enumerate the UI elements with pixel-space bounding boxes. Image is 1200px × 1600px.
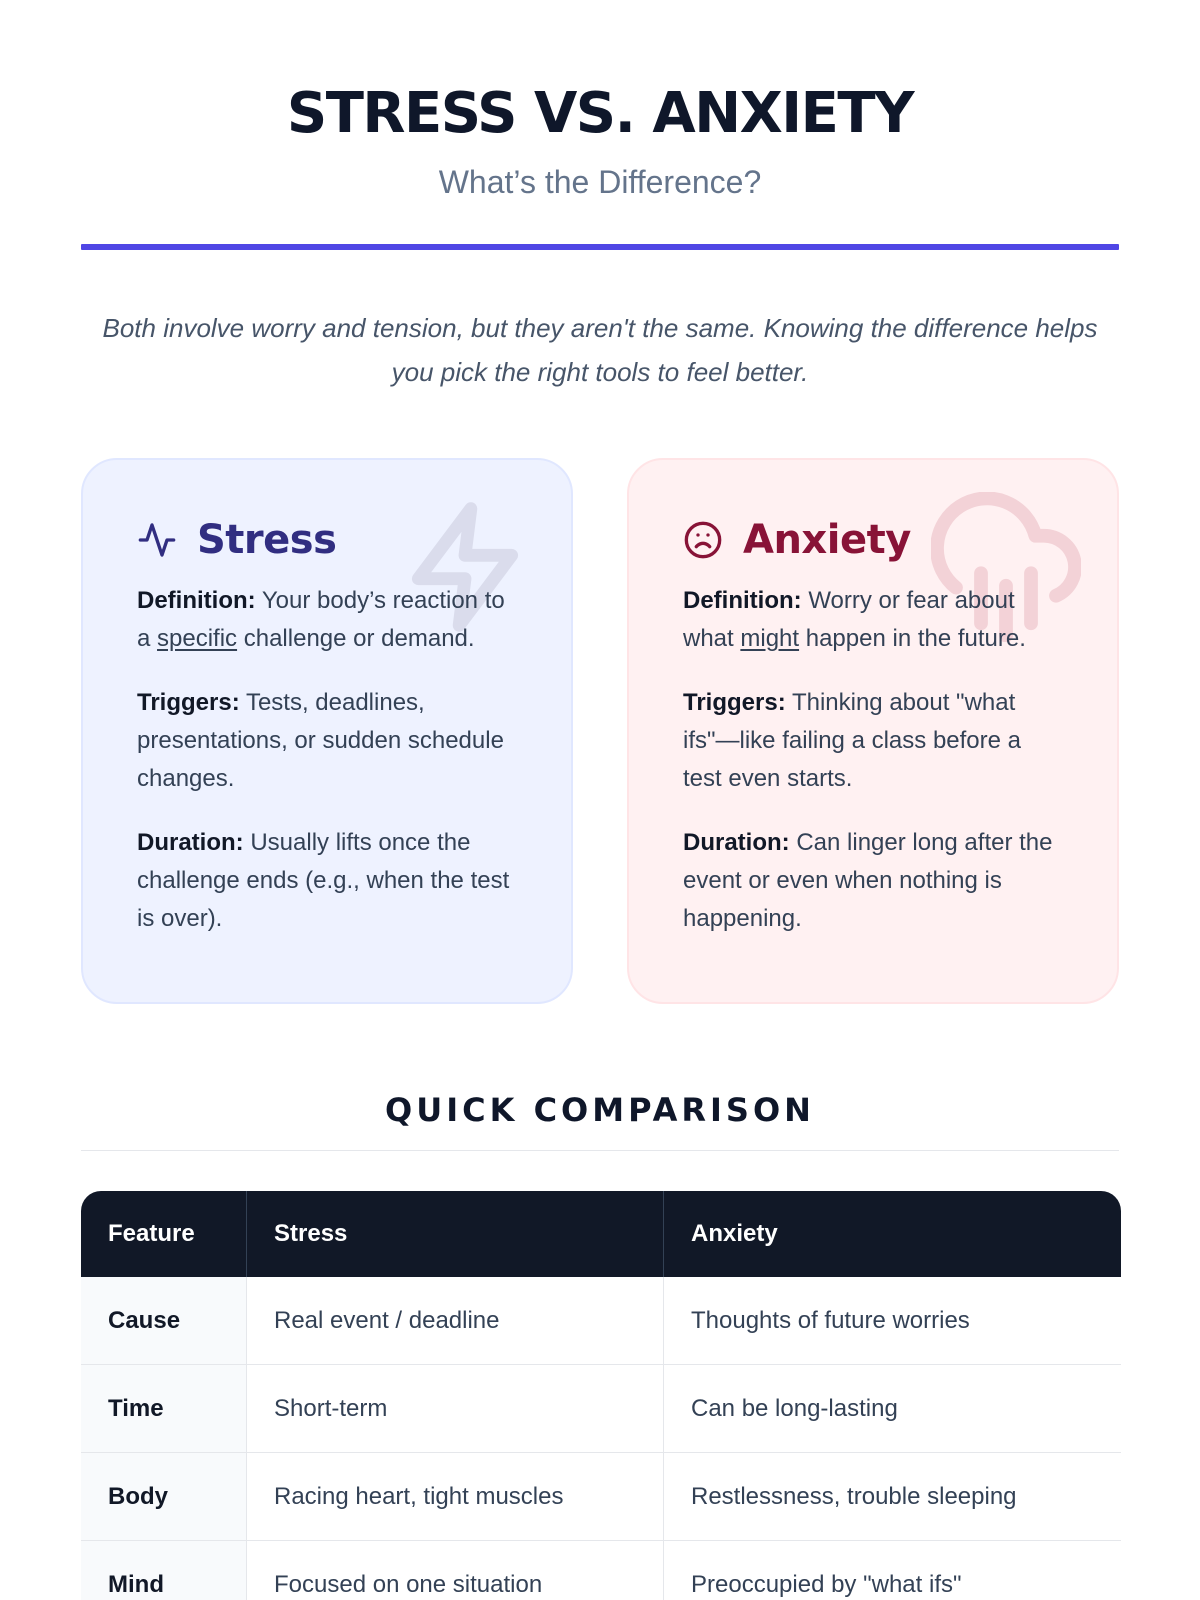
header-feature: Feature — [81, 1191, 247, 1277]
definition-text: Your body’s reaction to a — [137, 587, 505, 652]
anxiety-cell: Can be long-lasting — [691, 1394, 898, 1422]
triggers-label: Triggers: — [137, 689, 240, 716]
stress-card-title: Stress — [197, 517, 337, 563]
stress-card-body: Definition: Your body’s reaction to a sp… — [137, 582, 517, 938]
triggers-label: Triggers: — [683, 689, 786, 716]
duration-label: Duration: — [683, 829, 790, 856]
feature-cell: Body — [81, 1453, 247, 1540]
comparison-title: QUICK COMPARISON — [385, 1091, 815, 1129]
definition-label: Definition: — [683, 587, 802, 614]
page-header: STRESS VS. ANXIETY What’s the Difference… — [81, 0, 1119, 250]
stress-cell: Focused on one situation — [247, 1541, 664, 1600]
feature-cell: Cause — [81, 1277, 247, 1364]
accent-divider — [81, 244, 1119, 250]
anxiety-card: Anxiety Definition: Worry or fear about … — [627, 458, 1119, 1004]
table-row: Time Short-term Can be long-lasting — [81, 1365, 1121, 1453]
definition-text: Worry or fear about what — [683, 587, 1015, 652]
table-header-row: Feature Stress Anxiety — [81, 1191, 1121, 1277]
definition-label: Definition: — [137, 587, 256, 614]
definition-text-end: happen in the future. — [805, 625, 1026, 652]
anxiety-card-body: Definition: Worry or fear about what mig… — [683, 582, 1063, 938]
stress-cell: Racing heart, tight muscles — [247, 1453, 664, 1540]
page-title: STRESS VS. ANXIETY — [286, 81, 915, 146]
intro-text: Both involve worry and tension, but they… — [102, 313, 1098, 387]
comparison-table: Feature Stress Anxiety Cause Real event … — [81, 1191, 1121, 1600]
feature-cell: Time — [81, 1365, 247, 1452]
anxiety-cell: Preoccupied by "what ifs" — [691, 1570, 962, 1598]
table-row: Mind Focused on one situation Preoccupie… — [81, 1541, 1121, 1600]
triggers-text: Tests, deadlines, presentations, or sudd… — [137, 689, 504, 792]
comparison-cards: Stress Definition: Your body’s reaction … — [81, 458, 1119, 1004]
anxiety-cell: Restlessness, trouble sleeping — [691, 1482, 1017, 1510]
stress-card: Stress Definition: Your body’s reaction … — [81, 458, 573, 1004]
anxiety-duration: Duration: Can linger long after the even… — [683, 824, 1063, 938]
stress-cell: Short-term — [247, 1365, 664, 1452]
triggers-text: Thinking about "what ifs"—like failing a… — [683, 689, 1022, 792]
definition-emphasis: specific — [157, 625, 238, 652]
stress-triggers: Triggers: Tests, deadlines, presentation… — [137, 684, 517, 798]
anxiety-triggers: Triggers: Thinking about "what ifs"—like… — [683, 684, 1063, 798]
definition-emphasis: might — [740, 625, 800, 652]
anxiety-definition: Definition: Worry or fear about what mig… — [683, 582, 1063, 658]
duration-label: Duration: — [137, 829, 244, 856]
feature-cell: Mind — [81, 1541, 247, 1600]
duration-text: Usually lifts once the challenge ends (e… — [137, 829, 510, 932]
lightning-icon — [411, 502, 519, 632]
table-row: Body Racing heart, tight muscles Restles… — [81, 1453, 1121, 1541]
duration-text: Can linger long after the event or even … — [683, 829, 1053, 932]
table-row: Cause Real event / deadline Thoughts of … — [81, 1277, 1121, 1365]
page-subtitle: What’s the Difference? — [438, 164, 762, 200]
header-stress: Stress — [247, 1191, 664, 1277]
definition-text-end: challenge or demand. — [243, 625, 475, 652]
rain-cloud-icon — [931, 492, 1081, 642]
section-divider — [81, 1150, 1119, 1151]
anxiety-cell: Thoughts of future worries — [691, 1306, 970, 1334]
stress-definition: Definition: Your body’s reaction to a sp… — [137, 582, 517, 658]
stress-duration: Duration: Usually lifts once the challen… — [137, 824, 517, 938]
header-anxiety: Anxiety — [691, 1220, 778, 1247]
anxiety-card-header: Anxiety — [683, 512, 1063, 568]
stress-cell: Real event / deadline — [247, 1277, 664, 1364]
sad-face-icon — [684, 521, 722, 559]
stress-card-header: Stress — [137, 512, 517, 568]
anxiety-card-title: Anxiety — [743, 517, 911, 563]
pulse-icon — [138, 523, 176, 557]
